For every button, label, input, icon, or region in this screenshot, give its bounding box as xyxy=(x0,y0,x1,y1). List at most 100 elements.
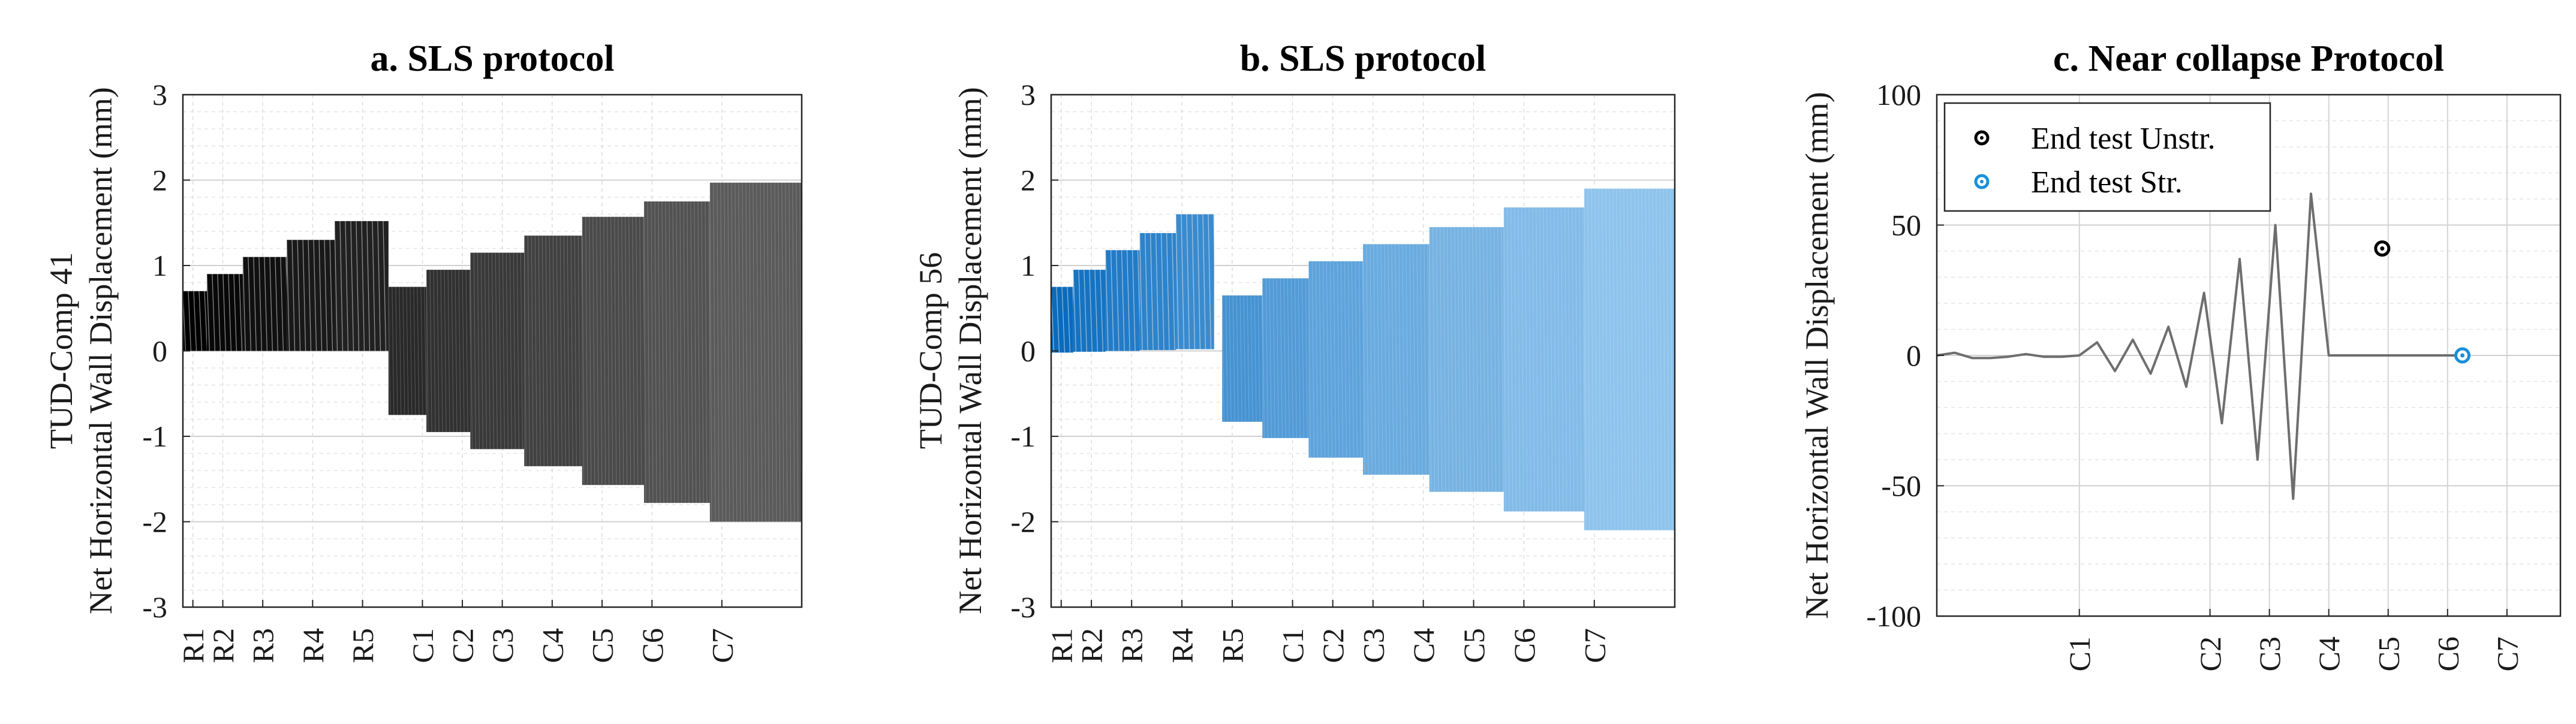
signal-band-C3 xyxy=(1308,261,1363,458)
ytick-label: 3 xyxy=(1021,78,1036,111)
ytick-label: -1 xyxy=(142,420,167,453)
xtick-label-C7: C7 xyxy=(1578,628,1611,663)
xtick-label-C5: C5 xyxy=(2372,636,2405,671)
signal-stripes-C1 xyxy=(1221,295,1264,422)
signal-stripes-R1 xyxy=(1051,286,1076,353)
signal-band-R2 xyxy=(1073,270,1106,352)
ylabel-b-line2: Net Horizontal Wall Displacement (mm) xyxy=(952,87,988,614)
ylabel-b-line1: TUD-Comp 56 xyxy=(913,252,949,449)
xtick-label-R3: R3 xyxy=(1115,628,1149,663)
signal-band-C4 xyxy=(1363,244,1430,475)
signal-stripes-C1 xyxy=(388,286,427,415)
signal-band-R5 xyxy=(1176,214,1214,349)
ytick-label: 100 xyxy=(1876,78,1921,111)
data-c xyxy=(1936,192,2471,500)
xtick-label-C3: C3 xyxy=(1356,628,1390,663)
xtick-label-C1: C1 xyxy=(2063,636,2096,671)
signal-band-C1 xyxy=(1222,295,1263,422)
xtick-label-C1: C1 xyxy=(1276,628,1310,663)
xtick-label-R4: R4 xyxy=(1166,628,1199,663)
ylabel-c: Net Horizontal Wall Displacement (mm) xyxy=(1799,92,1835,619)
xtick-label-C2: C2 xyxy=(1316,628,1350,663)
signal-band-R4 xyxy=(1139,233,1176,351)
xtick-label-C2: C2 xyxy=(446,628,480,663)
xtick-label-R4: R4 xyxy=(296,628,330,663)
title-b: b. SLS protocol xyxy=(1240,38,1486,79)
ytick-label: -2 xyxy=(1010,505,1036,539)
ticks-c: 100 50 0 -50 -100 C1 C2 C3 C4 C5 C6 C7 xyxy=(1866,78,2524,671)
signal-band-R2 xyxy=(206,274,243,351)
legend: End test Unstr. End test Str. xyxy=(1943,102,2271,212)
panel-c: 100 50 0 -50 -100 C1 C2 C3 C4 C5 C6 C7 c. Near coll… xyxy=(1799,38,2562,671)
signal-band-C2 xyxy=(426,270,471,432)
xtick-label-C2: C2 xyxy=(2193,636,2227,671)
xtick-label-R5: R5 xyxy=(1215,628,1249,663)
signal-stripes-C3 xyxy=(1308,261,1365,458)
signal-band-C3 xyxy=(470,252,525,450)
data-a xyxy=(182,182,802,522)
signal-stripes-C6 xyxy=(1503,207,1585,512)
xtick-label-C1: C1 xyxy=(406,628,440,663)
xtick-label-C4: C4 xyxy=(535,628,569,663)
signal-stripes-C5 xyxy=(582,216,646,485)
signal-stripes-R5 xyxy=(1175,214,1217,349)
signal-stripes-C6 xyxy=(643,201,711,503)
ylabel-a-line2: Net Horizontal Wall Displacement (mm) xyxy=(83,87,119,614)
xtick-label-C3: C3 xyxy=(486,628,519,663)
signal-band-C2 xyxy=(1262,278,1309,438)
ytick-label: 2 xyxy=(1021,164,1036,197)
ytick-label: 1 xyxy=(152,249,167,282)
legend-marker-unstr-dot xyxy=(1980,136,1984,140)
signal-band-R5 xyxy=(335,221,389,351)
xtick-label-C7: C7 xyxy=(705,628,739,663)
signal-stripes-R4 xyxy=(286,240,333,351)
xtick-label-R1: R1 xyxy=(1045,628,1078,663)
signal-stripes-C2 xyxy=(1262,278,1308,438)
xtick-label-R2: R2 xyxy=(206,628,240,663)
signal-band-C5 xyxy=(582,216,645,485)
ytick-label: -2 xyxy=(142,505,167,539)
ytick-label: 2 xyxy=(152,164,167,197)
signal-stripes-C2 xyxy=(426,270,472,432)
end-marker-dot-1 xyxy=(2460,353,2465,358)
legend-label-str: End test Str. xyxy=(2031,165,2183,200)
signal-band-C1 xyxy=(388,286,427,415)
signal-band-C6 xyxy=(644,201,710,503)
legend-label-unstr: End test Unstr. xyxy=(2031,122,2216,156)
signal-stripes-C3 xyxy=(470,252,523,450)
signal-stripes-C5 xyxy=(1429,227,1504,492)
ytick-label: 1 xyxy=(1021,249,1036,282)
signal-band-C7 xyxy=(709,182,802,522)
xtick-label-R2: R2 xyxy=(1075,628,1109,663)
signal-stripes-R1 xyxy=(182,291,208,351)
xtick-label-C4: C4 xyxy=(2312,636,2346,671)
signal-stripes-R4 xyxy=(1139,233,1175,351)
xtick-label-R1: R1 xyxy=(176,628,210,663)
xtick-label-C5: C5 xyxy=(586,628,619,663)
end-marker-dot-0 xyxy=(2380,246,2385,251)
ytick-label: -100 xyxy=(1866,599,1921,633)
data-b xyxy=(1051,188,1677,530)
xtick-label-C6: C6 xyxy=(1507,628,1541,663)
signal-stripes-R3 xyxy=(1105,250,1141,351)
signal-stripes-R5 xyxy=(334,221,387,351)
ytick-label: -50 xyxy=(1881,469,1921,503)
ytick-label: -3 xyxy=(142,590,167,624)
ytick-label: 0 xyxy=(1021,334,1036,368)
signal-stripes-R2 xyxy=(1073,270,1103,352)
ytick-label: 3 xyxy=(152,78,167,111)
signal-stripes-R2 xyxy=(206,274,242,351)
xtick-label-R3: R3 xyxy=(246,628,280,663)
ytick-label: 50 xyxy=(1891,209,1921,242)
series-line-displacement xyxy=(1936,192,2463,500)
title-a: a. SLS protocol xyxy=(370,38,614,79)
xtick-label-C6: C6 xyxy=(636,628,669,663)
signal-band-C7 xyxy=(1584,188,1675,530)
ytick-label: 0 xyxy=(152,334,167,368)
xtick-label-C5: C5 xyxy=(1457,628,1491,663)
